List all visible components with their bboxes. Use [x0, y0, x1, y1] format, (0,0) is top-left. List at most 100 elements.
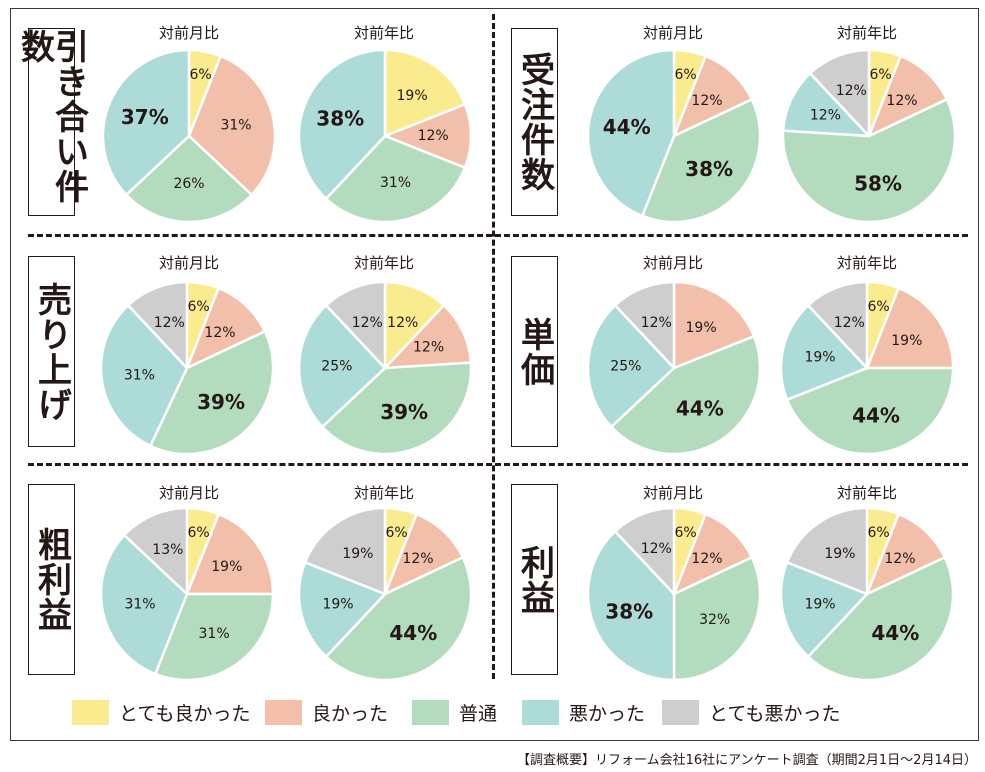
pie-slice-normal [610, 335, 762, 456]
pie-slice-bad [586, 48, 676, 218]
pie-slice-very-bad [785, 506, 869, 596]
pie-data-label: 19% [804, 597, 835, 613]
panel-label-text: 粗利益 [31, 527, 72, 632]
pie-data-label: 25% [610, 358, 641, 374]
panel-label-gross-profit: 粗利益 [28, 484, 75, 675]
pie-data-label: 12% [154, 315, 185, 331]
pie-chart-sales-month: 6%12%39%31%12% [99, 280, 275, 456]
pie-slice-good [383, 304, 473, 370]
pie-title: 対前年比 [353, 24, 414, 42]
pie-data-label: 25% [321, 358, 352, 374]
pie-data-label: 12% [418, 128, 449, 144]
pie-data-label: 12% [810, 107, 841, 123]
pie-data-label: 44% [389, 621, 437, 645]
pie-chart-profit-month: 6%12%32%38%12% [586, 506, 762, 682]
panel-label-sales: 売り上げ [28, 256, 75, 447]
pie-data-label: 44% [852, 403, 900, 427]
pie-data-label: 39% [380, 400, 428, 424]
pie-data-label: 31% [220, 117, 251, 133]
legend-item-very-good: とても良かった [72, 699, 250, 726]
pie-data-label: 19% [211, 559, 242, 575]
pie-slice-bad [297, 304, 387, 429]
pie-title: 対前月比 [642, 254, 703, 272]
pie-slice-very-bad [806, 280, 869, 370]
pie-chart-inquiries-month: 6% 31% 26% 37% [101, 48, 277, 224]
pie-slice-good [672, 280, 756, 370]
pie-title: 対前年比 [836, 484, 897, 502]
pie-slice-bad [99, 533, 189, 676]
panel-label-text: 利益 [514, 544, 555, 615]
pie-slice-good [865, 286, 955, 370]
pie-data-label: 26% [173, 176, 204, 192]
legend-label: とても悪かった [709, 703, 841, 725]
pie-slice-good [383, 512, 465, 596]
legend-swatch [662, 700, 699, 725]
pie-data-label: 19% [322, 597, 353, 613]
legend-item-bad: 悪かった [522, 699, 645, 726]
pie-chart-gross-profit-month: 6% 19% 31% 31% 13% [99, 506, 275, 682]
pie-data-label: 38% [316, 106, 364, 130]
pie-slice-normal [672, 556, 762, 682]
pie-slice-bad [586, 530, 676, 682]
pie-data-label: 6% [187, 299, 209, 315]
pie-slice-normal [324, 134, 467, 224]
pie-slice-very-bad [123, 506, 189, 596]
pie-slice-very-bad [324, 280, 387, 370]
pie-chart-sales-year: 12%12%39%25%12% [297, 280, 473, 456]
pie-chart-inquiries-year: 19% 12% 31% 38% [297, 48, 473, 224]
pie-chart-unit-price-year: 6% 19% 44% 19% 12% [779, 280, 955, 456]
column-divider [492, 14, 495, 679]
pie-data-label: 12% [204, 325, 235, 341]
pie-data-label: 38% [605, 600, 653, 624]
pie-slice-good [185, 512, 275, 596]
legend-item-normal: 普通 [412, 699, 497, 726]
pie-data-label: 6% [869, 67, 891, 83]
pie-chart-profit-year: 6% 12% 44% 19% 19% [779, 506, 955, 682]
pie-slice-good [185, 286, 267, 370]
pie-chart-orders-year: 6%12%58%12%12% [781, 48, 957, 224]
pie-data-label: 31% [380, 175, 411, 191]
panel-label-orders: 受注件数 [511, 28, 558, 216]
pie-slice-good [383, 103, 473, 169]
pie-slice-very-good [383, 280, 446, 370]
pie-title: 対前月比 [158, 484, 219, 502]
pie-slice-very-bad [808, 48, 871, 138]
pie-slice-normal [321, 361, 473, 456]
pie-slice-bad [101, 48, 191, 197]
pie-title: 対前月比 [642, 24, 703, 42]
pie-title: 対前月比 [642, 484, 703, 502]
pie-slice-very-bad [126, 280, 189, 370]
pie-data-label: 44% [603, 115, 651, 139]
pie-data-label: 39% [197, 390, 245, 414]
pie-data-label: 31% [199, 626, 230, 642]
pie-slice-normal [641, 98, 762, 224]
legend-swatch [72, 700, 109, 725]
pie-data-label: 19% [804, 349, 835, 365]
pie-data-label: 6% [674, 525, 696, 541]
pie-data-label: 44% [871, 621, 919, 645]
pie-title: 対前月比 [158, 254, 219, 272]
pie-data-label: 6% [867, 525, 889, 541]
pie-data-label: 6% [674, 67, 696, 83]
pie-slice-bad [99, 304, 189, 448]
pie-slice-normal [149, 330, 275, 456]
pie-slice-normal [781, 98, 957, 224]
legend-swatch [522, 700, 559, 725]
survey-footnote: 【調査概要】リフォーム会社16社にアンケート調査（期間2月1日〜2月14日） [517, 753, 977, 768]
pie-slice-bad [586, 304, 676, 429]
pie-slice-good [672, 54, 754, 138]
pie-data-label: 19% [686, 320, 717, 336]
pie-data-label: 12% [641, 541, 672, 557]
panel-label-text: 受注件数 [514, 52, 555, 192]
pie-data-label: 12% [387, 315, 418, 331]
pie-title: 対前月比 [158, 24, 219, 42]
pie-data-label: 12% [834, 315, 865, 331]
pie-data-label: 13% [152, 542, 183, 558]
pie-data-label: 12% [691, 93, 722, 109]
pie-data-label: 12% [641, 315, 672, 331]
pie-slice-bad [297, 48, 387, 200]
pie-data-label: 12% [836, 83, 867, 99]
pie-slice-normal [125, 134, 253, 224]
pie-slice-normal [785, 366, 955, 456]
pie-data-label: 6% [187, 525, 209, 541]
